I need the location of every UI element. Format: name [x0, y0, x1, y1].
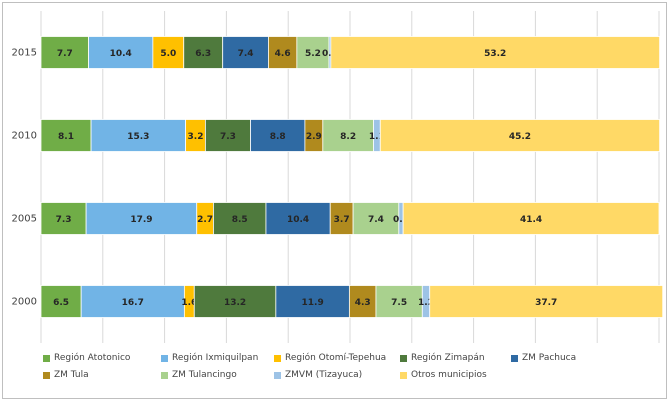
- data-label: 1.2: [418, 298, 434, 308]
- data-label: 8.8: [270, 132, 286, 142]
- legend-label: ZM Pachuca: [522, 353, 577, 363]
- data-label: 17.9: [130, 215, 152, 225]
- legend-swatch: [43, 354, 50, 362]
- legend-item: Región Zimapán: [400, 353, 485, 363]
- category-label: 2015: [12, 48, 37, 59]
- data-label: 4.6: [275, 49, 291, 59]
- bar-segment: [85, 202, 198, 235]
- data-label: 7.3: [56, 215, 72, 225]
- bar-segment: [183, 36, 224, 69]
- bar-segment: [275, 285, 350, 318]
- legend-swatch: [400, 371, 407, 379]
- bar-segment: [265, 202, 331, 235]
- chart-frame: 2015 7.7 10.4 5.0 6.3 7.4 4.6 5.2 0.3 53.2 2010 8.1…: [2, 2, 667, 399]
- data-label: 2.7: [197, 215, 213, 225]
- legend-item: ZM Tulancingo: [161, 370, 237, 380]
- legend-item: ZM Pachuca: [511, 353, 576, 363]
- legend-item: ZM Tula: [43, 370, 89, 380]
- category-label: 2010: [12, 131, 37, 142]
- legend-swatch: [161, 354, 168, 362]
- legend-label: Región Zimapán: [411, 353, 485, 363]
- bar-segment: [250, 119, 306, 152]
- legend-label: ZM Tula: [54, 370, 89, 380]
- bar-segment: [379, 119, 661, 152]
- bar-segment: [375, 285, 423, 318]
- legend-swatch: [511, 354, 518, 362]
- data-label: 8.1: [58, 132, 74, 142]
- legend-swatch: [400, 354, 407, 362]
- data-label: 1.1: [369, 132, 385, 142]
- data-label: 16.7: [122, 298, 144, 308]
- legend-item: Otros municipios: [400, 370, 487, 380]
- category-label: 2000: [12, 297, 37, 308]
- legend-swatch: [43, 371, 50, 379]
- bar-segment: [193, 285, 277, 318]
- legend-swatch: [161, 371, 168, 379]
- data-label: 53.2: [484, 49, 506, 59]
- data-label: 1.6: [181, 298, 197, 308]
- data-label: 10.4: [110, 49, 132, 59]
- legend-item: Región Ixmiquilpan: [161, 353, 258, 363]
- data-label: 3.7: [334, 215, 350, 225]
- data-label: 13.2: [224, 298, 246, 308]
- data-label: 15.3: [127, 132, 149, 142]
- legend-item: Región Otomí-Tepehua: [274, 353, 386, 363]
- data-label: 6.3: [195, 49, 211, 59]
- data-label: 7.4: [238, 49, 254, 59]
- bar-segment: [330, 36, 661, 69]
- bar-segment: [40, 202, 87, 235]
- data-label: 5.2: [305, 49, 321, 59]
- legend-label: Otros municipios: [411, 370, 487, 380]
- category-label: 2005: [12, 214, 37, 225]
- data-label: 41.4: [520, 215, 542, 225]
- bar-segment: [429, 285, 664, 318]
- bar-segment: [268, 36, 298, 69]
- bar-segment: [88, 36, 154, 69]
- bar-segment: [204, 119, 251, 152]
- data-label: 2.9: [306, 132, 322, 142]
- data-label: 10.4: [287, 215, 309, 225]
- data-label: 8.5: [232, 215, 248, 225]
- data-label: 7.5: [391, 298, 407, 308]
- data-label: 45.2: [509, 132, 531, 142]
- bar-segment: [40, 36, 89, 69]
- legend-label: Región Atotonico: [54, 353, 131, 363]
- bar-segment: [90, 119, 187, 152]
- legend-label: ZM Tulancingo: [172, 370, 237, 380]
- bar-segment: [402, 202, 660, 235]
- data-label: 7.7: [57, 49, 73, 59]
- data-label: 7.4: [368, 215, 384, 225]
- data-label: 6.5: [53, 298, 69, 308]
- data-label: 3.2: [188, 132, 204, 142]
- legend-label: Región Ixmiquilpan: [172, 353, 259, 363]
- bar-segment: [40, 119, 92, 152]
- data-label: 8.2: [340, 132, 356, 142]
- legend-swatch: [274, 354, 281, 362]
- data-label: 37.7: [535, 298, 557, 308]
- bar-segment: [222, 36, 269, 69]
- legend-label: Región Otomí-Tepehua: [285, 353, 387, 363]
- bar-segment: [296, 36, 330, 69]
- legend-swatch: [274, 371, 281, 379]
- data-label: 5.0: [160, 49, 176, 59]
- data-label: 4.3: [355, 298, 371, 308]
- stacked-bar-chart: 2015 7.7 10.4 5.0 6.3 7.4 4.6 5.2 0.3 53.2 2010 8.1…: [12, 11, 664, 343]
- legend-label: ZMVM (Tizayuca): [285, 370, 363, 380]
- data-label: 11.9: [302, 298, 324, 308]
- legend-item: ZMVM (Tizayuca): [274, 370, 362, 380]
- data-label: 7.3: [220, 132, 236, 142]
- legend-item: Región Atotonico: [43, 353, 130, 363]
- data-label: 0.3: [322, 49, 338, 59]
- bar-segment: [213, 202, 267, 235]
- data-label: 0.7: [393, 215, 409, 225]
